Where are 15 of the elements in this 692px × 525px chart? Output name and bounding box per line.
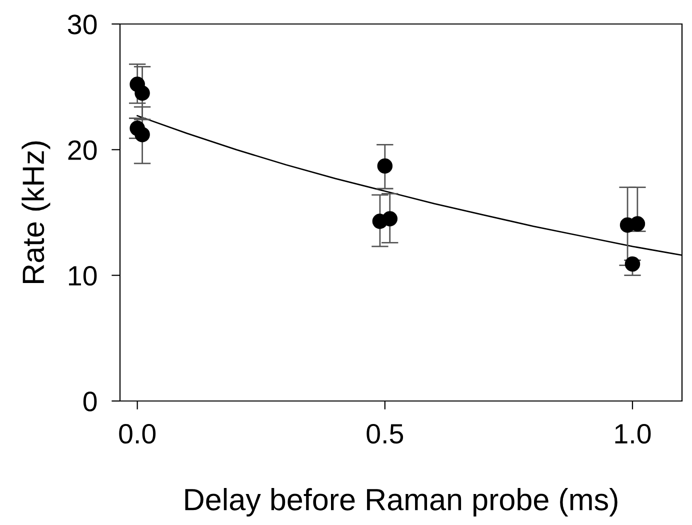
x-axis-title: Delay before Raman probe (ms) bbox=[185, 488, 618, 516]
point bbox=[134, 126, 150, 142]
x-tick-label: 0.5 bbox=[366, 424, 404, 444]
x-tick-label: 0.0 bbox=[119, 424, 156, 444]
y-tick-label: 30 bbox=[68, 14, 97, 34]
x-tick-label: 1.0 bbox=[615, 424, 651, 444]
point bbox=[134, 85, 150, 101]
point bbox=[377, 158, 393, 174]
y-tick-label: 0 bbox=[83, 392, 97, 412]
y-tick-label: 10 bbox=[69, 266, 97, 286]
point bbox=[624, 256, 640, 272]
y-axis-title: Rate (kHz) bbox=[22, 141, 50, 283]
point bbox=[382, 211, 398, 226]
point bbox=[630, 216, 646, 232]
y-tick-label: 20 bbox=[68, 140, 97, 160]
